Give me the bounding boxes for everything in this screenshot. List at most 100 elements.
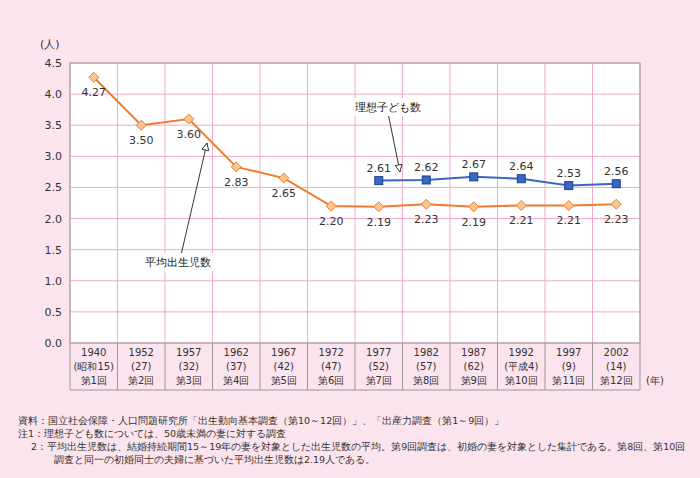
x-tick-label-line: 1957 bbox=[176, 347, 201, 358]
category-cell-border bbox=[70, 343, 71, 390]
x-tick-label-line: 第1回 bbox=[81, 375, 107, 386]
x-tick-label: 1997(9)第11回 bbox=[552, 347, 585, 386]
y-tick-label: 0.5 bbox=[45, 306, 63, 319]
series-annotation: 平均出生児数 bbox=[145, 256, 211, 269]
category-cell-border bbox=[117, 343, 118, 390]
x-tick-label: 1982(57)第8回 bbox=[413, 347, 439, 386]
x-tick-label-line: 第3回 bbox=[176, 375, 202, 386]
annotation-arrow-line bbox=[388, 113, 400, 172]
annotation-bg bbox=[350, 98, 426, 116]
category-cell-border bbox=[260, 343, 261, 390]
category-cell-border bbox=[355, 343, 356, 390]
x-tick-label: 1992(平成4)第10回 bbox=[504, 347, 538, 386]
grid-line-v bbox=[260, 63, 261, 343]
x-tick-label-line: (47) bbox=[321, 361, 342, 372]
x-tick-label: 2002 (14) 第12回 bbox=[600, 347, 633, 386]
marker bbox=[374, 202, 384, 212]
plot-area bbox=[70, 63, 640, 343]
x-tick-label: 1957(32)第3回 bbox=[176, 347, 202, 386]
data-label: 2.83 bbox=[224, 176, 249, 189]
marker bbox=[326, 201, 336, 211]
x-tick-label-line: 1982 bbox=[414, 347, 439, 358]
x-tick-label-line: (14) bbox=[606, 361, 627, 372]
grid-line-v bbox=[212, 63, 213, 343]
x-tick-label-line: (57) bbox=[416, 361, 437, 372]
marker bbox=[421, 199, 431, 209]
grid-line-v bbox=[307, 63, 308, 343]
x-tick-label: 1952(27)第2回 bbox=[128, 347, 154, 386]
marker bbox=[184, 114, 194, 124]
grid-line-v bbox=[545, 63, 546, 343]
series-annotation: 理想子ども数 bbox=[355, 101, 421, 114]
data-label: 2.21 bbox=[557, 214, 582, 227]
data-label: 2.62 bbox=[414, 161, 439, 174]
data-label: 2.65 bbox=[272, 187, 297, 200]
annotation-arrow-line bbox=[178, 143, 207, 268]
grid-line-v bbox=[165, 63, 166, 343]
y-tick-label: 1.5 bbox=[45, 244, 63, 257]
marker bbox=[375, 177, 383, 185]
series-group bbox=[89, 72, 622, 211]
marker bbox=[279, 173, 289, 183]
data-label: 2.61 bbox=[367, 162, 392, 175]
x-tick-label-line: 第12回 bbox=[600, 375, 633, 386]
y-tick-label: 4.0 bbox=[45, 88, 63, 101]
category-cell-border bbox=[165, 343, 166, 390]
x-tick-label-line: 1967 bbox=[271, 347, 296, 358]
x-tick-label-line: 1972 bbox=[319, 347, 344, 358]
data-label: 3.60 bbox=[177, 128, 202, 141]
y-tick-label: 3.5 bbox=[45, 119, 63, 132]
x-tick-label-line: 2002 bbox=[604, 347, 629, 358]
x-tick-label-line: (42) bbox=[273, 361, 294, 372]
x-tick-label-line: (52) bbox=[368, 361, 389, 372]
data-label: 2.21 bbox=[509, 214, 534, 227]
marker bbox=[611, 199, 621, 209]
x-tick-label-line: 第4回 bbox=[223, 375, 249, 386]
data-label: 4.27 bbox=[82, 86, 107, 99]
category-cell-border bbox=[450, 343, 451, 390]
grid-line-v bbox=[592, 63, 593, 343]
series-line bbox=[94, 77, 617, 206]
x-tick-label-line: 第9回 bbox=[461, 375, 487, 386]
category-cell-border bbox=[307, 343, 308, 390]
x-tick-label: 1967 (42) 第5回 bbox=[271, 347, 297, 386]
x-tick-label-line: (37) bbox=[226, 361, 247, 372]
category-cell-border bbox=[545, 343, 546, 390]
grid-line-v bbox=[117, 63, 118, 343]
y-tick-label: 1.0 bbox=[45, 275, 63, 288]
x-tick-label: 1962(37)第4回 bbox=[223, 347, 249, 386]
category-cell-border bbox=[70, 390, 640, 391]
y-axis-label: (人) bbox=[40, 38, 60, 51]
data-label: 2.67 bbox=[462, 158, 487, 171]
x-tick-label-line: (62) bbox=[463, 361, 484, 372]
annotation-arrow-head bbox=[395, 164, 402, 172]
x-tick-label-line: 第5回 bbox=[271, 375, 297, 386]
marker bbox=[612, 180, 620, 188]
note: 2：平均出生児数は、結婚持続期間15～19年の妻を対象とした出生児数の平均。第9… bbox=[18, 440, 688, 466]
x-tick-label: 1987 (62) 第9回 bbox=[461, 347, 487, 386]
data-label: 2.64 bbox=[509, 160, 534, 173]
category-cell-border bbox=[497, 343, 498, 390]
marker bbox=[564, 200, 574, 210]
y-tick-label: 4.5 bbox=[45, 57, 63, 70]
x-tick-label: 1972 (47) 第6回 bbox=[318, 347, 344, 386]
data-label: 2.23 bbox=[414, 213, 439, 226]
data-label: 2.19 bbox=[367, 216, 392, 229]
x-tick-label-line: 第6回 bbox=[318, 375, 344, 386]
x-tick-label-line: 1987 bbox=[461, 347, 486, 358]
x-tick-label-line: 第7回 bbox=[366, 375, 392, 386]
data-label: 3.50 bbox=[129, 134, 154, 147]
y-tick-label: 2.5 bbox=[45, 181, 63, 194]
x-tick-label-line: 1997 bbox=[556, 347, 581, 358]
y-tick-label: 2.0 bbox=[45, 213, 63, 226]
x-tick-label: 1940(昭和15)第1回 bbox=[73, 347, 114, 386]
x-tick-label-line: 1952 bbox=[129, 347, 154, 358]
notes: 資料：国立社会保障・人口問題研究所「出生動向基本調査（第10～12回）」、「出産… bbox=[18, 414, 688, 466]
annotation-arrow-head bbox=[202, 143, 209, 151]
marker bbox=[470, 173, 478, 181]
x-axis-label: (年) bbox=[646, 375, 664, 386]
marker bbox=[231, 162, 241, 172]
category-cell-border bbox=[592, 343, 593, 390]
y-tick-label: 3.0 bbox=[45, 150, 63, 163]
x-tick-label-line: 第2回 bbox=[128, 375, 154, 386]
